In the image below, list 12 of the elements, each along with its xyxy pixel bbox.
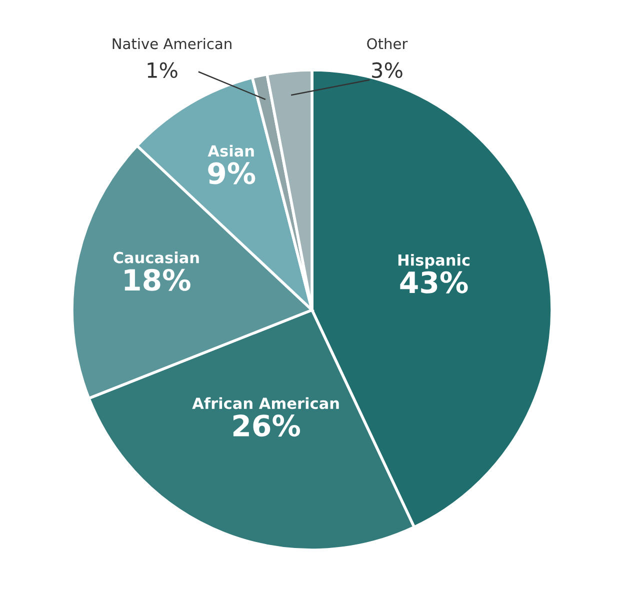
slice-label: Other: [367, 38, 408, 50]
data-label: 18%: [124, 268, 190, 291]
data-label: 3%: [372, 62, 402, 78]
slice-label: Native American: [112, 38, 232, 50]
slice-label: African American: [192, 397, 339, 410]
slice-label: Caucasian: [114, 252, 199, 264]
data-label: 26%: [233, 414, 300, 437]
slice-label: Asian: [208, 144, 254, 157]
slice-label: Hispanic: [398, 254, 470, 269]
data-label: 43%: [400, 271, 468, 294]
data-label: 1%: [148, 62, 178, 78]
data-label: 9%: [208, 162, 256, 184]
